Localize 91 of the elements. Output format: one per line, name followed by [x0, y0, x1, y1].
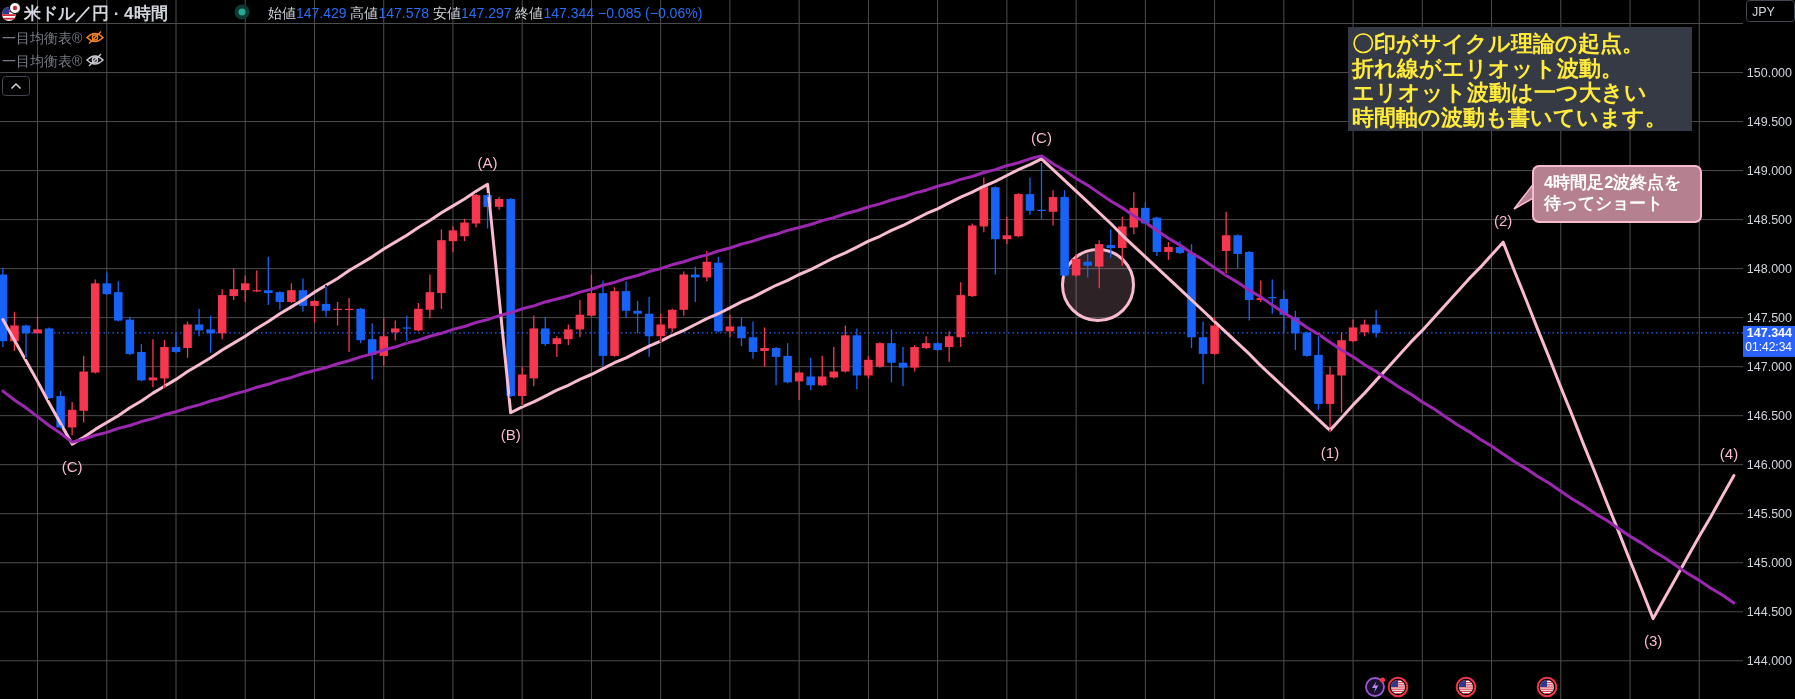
chart-subtitle: 始値147.429 高値147.578 安値147.297 終値147.344 −0.085 (−0.06%) — [268, 5, 703, 21]
candlestick — [448, 225, 458, 253]
candlestick — [517, 366, 527, 406]
y-tick-label: 148.500 — [1746, 212, 1793, 227]
y-tick-label: 147.500 — [1746, 310, 1793, 325]
y-tick-label: 149.500 — [1746, 114, 1793, 129]
annotation: (3) — [1643, 632, 1663, 650]
candlestick — [321, 285, 331, 318]
candlestick — [390, 319, 400, 341]
candlestick — [1198, 320, 1208, 385]
candlestick — [1106, 228, 1116, 259]
candlestick — [1348, 318, 1358, 343]
candlestick — [1302, 330, 1312, 358]
y-tick-label: 147.000 — [1746, 359, 1793, 374]
y-tick-label: 146.500 — [1746, 408, 1793, 423]
candlestick — [402, 315, 412, 342]
candlestick — [21, 323, 31, 359]
candlestick — [1071, 253, 1081, 278]
candlestick — [425, 273, 435, 320]
candlestick — [1048, 189, 1058, 227]
candlestick — [1002, 216, 1012, 245]
annotation: 一目均衡表® — [2, 30, 83, 46]
candlestick — [702, 250, 712, 283]
candlestick — [921, 335, 931, 350]
candlestick — [748, 320, 758, 360]
candlestick — [564, 323, 573, 346]
annotation: (1) — [1320, 443, 1340, 461]
candlestick — [898, 346, 908, 387]
candlestick — [1371, 309, 1381, 339]
candlestick — [148, 338, 158, 388]
y-tick-label: 145.000 — [1746, 555, 1793, 570]
ref-line-label: 147.344 — [1746, 326, 1793, 341]
candlestick — [171, 332, 181, 354]
candlestick — [633, 300, 642, 334]
candlestick — [1037, 162, 1046, 221]
candlestick — [667, 308, 677, 333]
y-tick-label: 146.000 — [1746, 457, 1793, 472]
candlestick — [587, 273, 596, 318]
candlestick — [183, 320, 192, 359]
y-tick-label: 149.000 — [1746, 163, 1793, 178]
candlestick — [725, 314, 735, 338]
y-axis-title: JPY — [1752, 4, 1776, 19]
candlestick — [67, 401, 77, 436]
candlestick — [541, 316, 550, 347]
candlestick — [1221, 211, 1231, 275]
candlestick — [887, 328, 896, 383]
annotation: 〇印がサイクル理論の起点。折れ線がエリオット波動。エリオット波動は一つ大きい時間軸の波動も書いています。 — [1351, 31, 1667, 131]
candlestick — [1083, 253, 1092, 279]
candlestick — [333, 301, 342, 327]
chart-title: 米ドル／円 · 4時間 — [23, 3, 168, 23]
annotation: (C) — [1031, 128, 1052, 146]
candlestick — [229, 267, 238, 301]
annotation: (2) — [1493, 212, 1513, 230]
candlestick — [1025, 176, 1035, 216]
candlestick — [864, 355, 873, 380]
y-tick-label: 150.000 — [1746, 65, 1793, 80]
candlestick — [737, 316, 746, 347]
y-tick-label: 144.000 — [1746, 653, 1793, 668]
annotation: (4) — [1719, 445, 1739, 463]
candlestick — [621, 280, 631, 319]
candlestick — [1268, 278, 1277, 315]
candlestick — [460, 217, 469, 242]
annotation: 一目均衡表® — [2, 52, 83, 69]
candlestick — [275, 290, 285, 311]
y-tick-label: 145.500 — [1746, 506, 1793, 521]
candlestick — [102, 271, 112, 296]
candlestick — [206, 315, 215, 354]
candlestick — [760, 326, 769, 368]
candlestick — [656, 313, 665, 342]
annotation: 4時間足2波終点を待ってショート — [1543, 173, 1682, 212]
candlestick — [817, 355, 827, 387]
candlestick — [806, 357, 815, 391]
annotation: (A) — [477, 154, 498, 172]
candlestick — [1233, 233, 1242, 270]
annotation: (C) — [61, 457, 83, 475]
candlestick — [240, 274, 250, 303]
candlestick — [771, 346, 781, 386]
candlestick — [552, 335, 562, 358]
candlestick — [264, 256, 273, 306]
y-tick-label: 144.500 — [1746, 604, 1793, 619]
candlestick — [944, 330, 954, 363]
candlestick — [414, 302, 423, 333]
text: 01:42:34 — [1745, 339, 1793, 354]
candlestick — [875, 341, 885, 369]
candlestick — [287, 282, 296, 304]
y-tick-label: 148.000 — [1746, 261, 1793, 276]
annotation: (B) — [500, 426, 521, 444]
candlestick — [1094, 239, 1104, 289]
candlestick — [310, 299, 319, 324]
candlestick — [644, 296, 654, 358]
candlestick — [910, 344, 919, 373]
